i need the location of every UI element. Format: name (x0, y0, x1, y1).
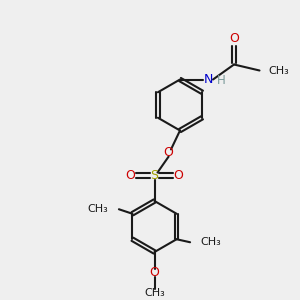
Text: H: H (217, 74, 226, 88)
Text: S: S (151, 169, 158, 182)
Text: O: O (174, 169, 183, 182)
Text: CH₃: CH₃ (144, 287, 165, 298)
Text: O: O (229, 32, 239, 45)
Text: N: N (204, 73, 213, 86)
Text: O: O (150, 266, 159, 280)
Text: O: O (126, 169, 135, 182)
Text: CH₃: CH₃ (88, 204, 108, 214)
Text: CH₃: CH₃ (201, 237, 221, 247)
Text: CH₃: CH₃ (268, 65, 289, 76)
Text: O: O (164, 146, 173, 160)
